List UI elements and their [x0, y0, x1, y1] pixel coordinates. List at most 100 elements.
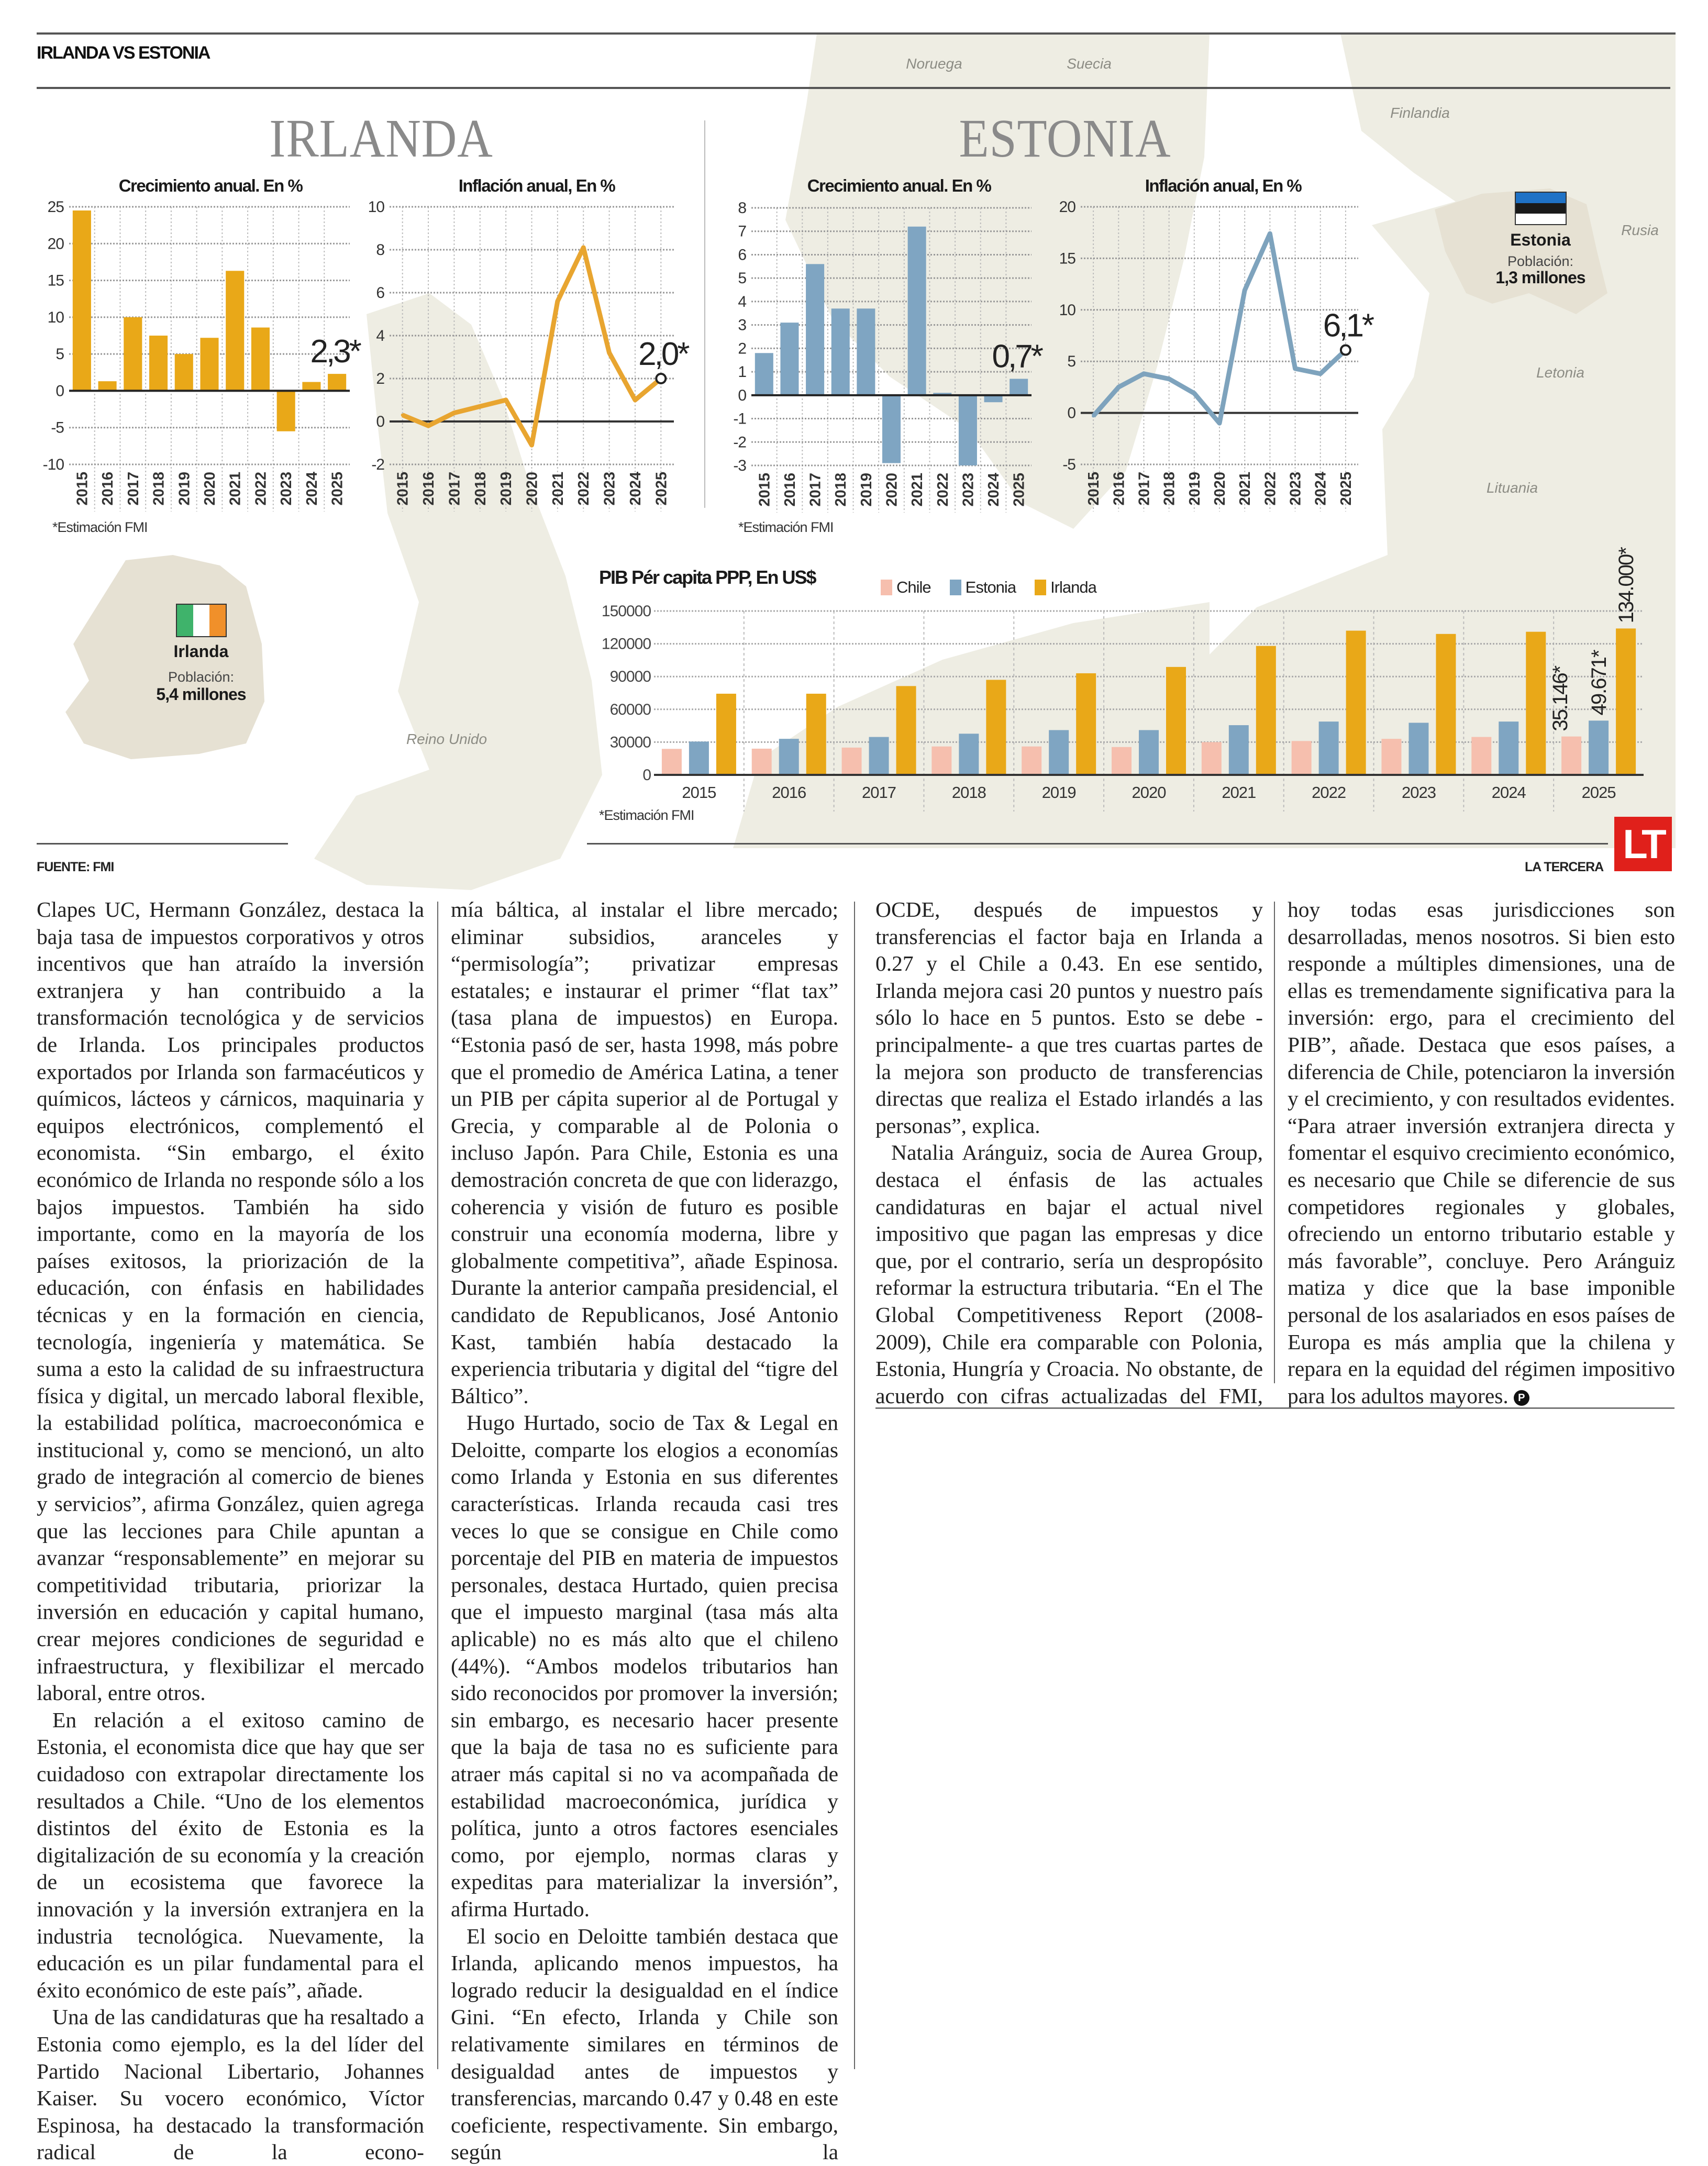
article-end-rule — [875, 1407, 1674, 1409]
y-tick-label: 1 — [738, 363, 746, 381]
bar-2016 — [98, 381, 117, 391]
chart-1: 10 8 6 4 2 0 -2 2015 2016 2017 2018 2019 2020 2021 202… — [368, 198, 692, 512]
x-tick-label: 2016 — [782, 473, 798, 507]
x-tick-label: 2015 — [1085, 472, 1102, 506]
map-label-letonia: Letonia — [1536, 364, 1584, 381]
y-tick-label: -1 — [733, 410, 746, 428]
x-tick-label: 2021 — [550, 472, 567, 506]
x-tick-label: 2024 — [1313, 472, 1329, 506]
x-tick-label: 2022 — [1262, 472, 1279, 506]
x-tick-label: 2015 — [682, 783, 716, 802]
bar-2018 — [831, 308, 850, 395]
y-tick-label: 10 — [48, 309, 64, 326]
y-tick-label: 3 — [738, 317, 746, 334]
bar-2024 — [984, 395, 1003, 403]
paragraph-text: Una de las candidaturas que ha resaltado… — [37, 2005, 424, 2164]
legend-swatch-estonia — [949, 580, 961, 595]
paragraph-text: Clapes UC, Hermann González, destaca la … — [37, 897, 424, 1705]
x-tick-label: 2019 — [858, 473, 875, 507]
map-label-rusia: Rusia — [1621, 222, 1659, 238]
article-paragraph: Hugo Hurtado, socio de Tax & Legal en De… — [451, 1409, 838, 1923]
x-tick-label: 2016 — [1111, 472, 1127, 506]
x-tick-label: 2025 — [1338, 472, 1355, 506]
chart-title-irlanda-crecimiento: Crecimiento anual. En % — [118, 176, 303, 195]
flag-stripe — [193, 605, 209, 636]
bar-chile-2025 — [1561, 736, 1582, 775]
flag-stripe — [177, 605, 193, 636]
x-tick-label: 2016 — [420, 472, 437, 506]
bar-2021 — [907, 226, 926, 395]
y-tick-label: 20 — [1059, 198, 1076, 216]
y-tick-label: 60000 — [610, 701, 651, 718]
x-tick-label: 2018 — [151, 472, 168, 506]
x-tick-label: 2016 — [99, 472, 116, 506]
bar-2022 — [933, 393, 952, 395]
flag-irlanda-icon — [176, 604, 227, 637]
infographic-divider — [704, 120, 705, 508]
bar-2015 — [72, 210, 91, 391]
article-paragraph: Natalia Aránguiz, socia de Aurea Group, … — [875, 1139, 1263, 1409]
bar-irlanda-2023 — [1436, 634, 1456, 775]
y-tick-label: 8 — [738, 199, 746, 217]
map-united-kingdom — [314, 293, 602, 890]
point-2024 — [633, 398, 637, 402]
flag-stripe — [1516, 193, 1566, 203]
x-tick-label: 2017 — [807, 473, 824, 507]
x-tick-label: 2019 — [498, 472, 515, 506]
y-tick-label: 2 — [738, 340, 746, 357]
bar-2024 — [302, 382, 321, 391]
article-paragraph: Clapes UC, Hermann González, destaca la … — [37, 896, 424, 1707]
article-paragraph: Una de las candidaturas que ha resaltado… — [37, 2004, 424, 2166]
note-irlanda: *Estimación FMI — [52, 519, 148, 535]
y-tick-label: 15 — [48, 272, 64, 290]
y-tick-label: 0 — [642, 767, 651, 784]
x-tick-label: 2024 — [985, 473, 1002, 507]
x-tick-label: 2020 — [1132, 783, 1167, 802]
legend-swatch-chile — [881, 580, 892, 595]
bar-estonia-2023 — [1408, 723, 1429, 775]
point-2020 — [530, 443, 534, 447]
map-label-noruega: Noruega — [906, 55, 962, 72]
bar-2023 — [958, 395, 977, 465]
bar-irlanda-2020 — [1166, 667, 1186, 775]
bar-2021 — [226, 271, 245, 391]
bar-irlanda-2016 — [806, 693, 826, 775]
bar-irlanda-2025 — [1616, 628, 1636, 775]
chart-title-pib: PIB Pér capita PPP, En US$ — [599, 567, 817, 588]
section-title: IRLANDA VS ESTONIA — [37, 43, 210, 63]
title-estonia: ESTONIA — [959, 108, 1171, 169]
y-tick-label: -2 — [733, 434, 746, 451]
value-annotation: 6,1* — [1323, 308, 1374, 344]
x-tick-label: 2021 — [1222, 783, 1256, 802]
bar-estonia-2024 — [1499, 721, 1519, 775]
x-tick-label: 2018 — [472, 472, 489, 506]
paragraph-text: OCDE, después de impuestos y transferenc… — [875, 897, 1263, 1138]
la-tercera-logo: LT — [1614, 817, 1672, 871]
flag-estonia-icon — [1515, 192, 1567, 225]
bar-irlanda-2022 — [1346, 630, 1366, 775]
bar-2018 — [149, 336, 168, 391]
top-rule — [37, 32, 1676, 35]
point-2015 — [401, 413, 404, 417]
article-paragraph: OCDE, después de impuestos y transferenc… — [875, 896, 1263, 1139]
y-tick-label: 20 — [48, 235, 64, 252]
bar-2025 — [328, 374, 347, 391]
y-tick-label: 0 — [738, 387, 746, 404]
footer-rule-right — [587, 843, 1608, 845]
map-label-finlandia: Finlandia — [1390, 105, 1450, 121]
bar-chile-2019 — [1022, 746, 1042, 775]
y-tick-label: -5 — [51, 419, 64, 437]
bar-chile-2015 — [661, 749, 682, 775]
y-tick-label: 0 — [1067, 405, 1075, 422]
point-2023 — [607, 351, 611, 354]
x-tick-label: 2023 — [960, 473, 977, 507]
y-tick-label: 10 — [1059, 302, 1076, 319]
point-2017 — [1142, 372, 1146, 375]
x-tick-label: 2024 — [304, 472, 320, 506]
value-annotation: 2,3* — [310, 334, 361, 370]
x-tick-label: 2019 — [176, 472, 193, 506]
bar-chile-2020 — [1112, 747, 1132, 775]
x-tick-label: 2023 — [602, 472, 618, 506]
article-paragraph: hoy todas esas jurisdicciones son desarr… — [1288, 896, 1675, 1409]
